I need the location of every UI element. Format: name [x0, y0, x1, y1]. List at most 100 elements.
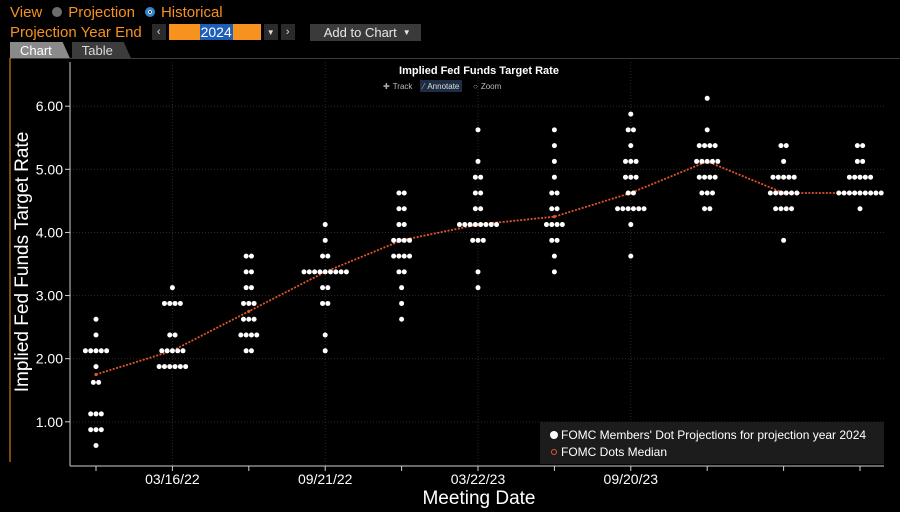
dot-point [846, 190, 852, 196]
dot-point [854, 158, 860, 164]
grid [70, 62, 884, 466]
median-line [95, 160, 860, 376]
prev-year-button[interactable]: ‹ [151, 24, 166, 40]
dot-point [702, 174, 708, 180]
caret-down-icon: ▼ [402, 27, 411, 37]
chart-title: Implied Fed Funds Target Rate [399, 65, 559, 77]
dot-point [322, 222, 328, 228]
year-input[interactable]: 2024 [168, 24, 261, 40]
dot-point [475, 285, 481, 291]
chevron-right-icon: › [285, 26, 290, 38]
dot-point [628, 158, 634, 164]
dot-point [401, 269, 407, 275]
dot-point [704, 127, 710, 133]
x-tick-labels: 03/16/22 09/21/22 03/22/23 09/20/23 [145, 471, 658, 487]
dot-point [333, 269, 339, 275]
dot-point [704, 190, 710, 196]
dot-point [325, 285, 331, 291]
tab-table[interactable]: Table [71, 42, 131, 58]
view-label: View [10, 3, 43, 21]
caret-down-icon: ▼ [266, 27, 275, 37]
dot-point [88, 411, 94, 417]
dot-point [786, 174, 792, 180]
dot-point [699, 158, 705, 164]
magnifier-icon: ○ [473, 81, 478, 91]
radio-historical[interactable]: Historical [144, 4, 223, 21]
add-to-chart-button[interactable]: Add to Chart ▼ [309, 23, 421, 41]
dot-point [781, 237, 787, 243]
dot-point [169, 348, 175, 354]
track-tool[interactable]: ✚ Track [380, 80, 415, 92]
dot-point [456, 222, 462, 228]
dot-point [633, 174, 639, 180]
dot-point [704, 95, 710, 101]
dot-point [472, 206, 478, 212]
y-tick-label: 1.00 [36, 414, 63, 430]
dot-point [778, 190, 784, 196]
white-dot-icon [550, 431, 558, 439]
dot-point [625, 206, 631, 212]
dot-point [712, 143, 718, 149]
dot-point [254, 332, 260, 338]
dot-point [301, 269, 307, 275]
dot-point [789, 190, 795, 196]
dot-point [543, 222, 549, 228]
radio-projection[interactable]: Projection [52, 4, 135, 21]
dot-point [475, 127, 481, 133]
dot-point [243, 269, 249, 275]
legend: FOMC Members' Dot Projections for projec… [540, 422, 884, 464]
dot-point [401, 253, 407, 259]
next-year-button[interactable]: › [280, 24, 295, 40]
dot-point [248, 348, 254, 354]
dot-point [391, 253, 397, 259]
dot-point [857, 190, 863, 196]
median-marker-icon [551, 449, 557, 455]
dot-point [623, 158, 628, 164]
dot-point [401, 206, 407, 212]
dot-point [783, 190, 789, 196]
y-axis-label: Implied Fed Funds Target Rate [12, 132, 33, 393]
dot-point [396, 237, 402, 243]
y-tick-label: 2.00 [36, 351, 63, 367]
zoom-tool[interactable]: ○ Zoom [470, 80, 504, 92]
dot-point [251, 316, 257, 322]
dot-point [857, 174, 863, 180]
dot-point [878, 190, 884, 196]
dot-point [630, 206, 636, 212]
year-dropdown-button[interactable]: ▼ [263, 24, 278, 40]
dot-point [773, 206, 779, 212]
dot-point [325, 300, 331, 306]
dot-point [243, 253, 249, 259]
axes [65, 62, 884, 471]
y-tick-label: 3.00 [36, 288, 63, 304]
add-to-chart-label: Add to Chart [323, 24, 397, 40]
annotate-tool[interactable]: ⁄ Annotate [420, 80, 463, 92]
dot-point [93, 411, 99, 417]
dot-point [246, 300, 252, 306]
dot-point [172, 300, 178, 306]
dot-point [172, 332, 178, 338]
annotate-tool-label: Annotate [427, 81, 460, 91]
dot-point [470, 237, 476, 243]
dot-point [699, 190, 705, 196]
median-point [94, 372, 98, 377]
track-tool-label: Track [392, 81, 413, 91]
dot-point [630, 190, 636, 196]
dot-point [243, 332, 249, 338]
dot-point [248, 253, 254, 259]
dot-point [401, 190, 407, 196]
dot-point [312, 269, 318, 275]
dot-point [551, 253, 557, 259]
dot-point [710, 190, 715, 196]
dot-point [93, 332, 99, 338]
dot-series [82, 95, 884, 448]
dot-point [551, 127, 557, 133]
dot-point [407, 237, 413, 243]
dot-point [620, 206, 626, 212]
dot-point [781, 158, 787, 164]
tab-chart[interactable]: Chart [10, 42, 70, 58]
dot-point [320, 253, 326, 259]
dot-point [475, 269, 481, 275]
dot-point [322, 332, 328, 338]
